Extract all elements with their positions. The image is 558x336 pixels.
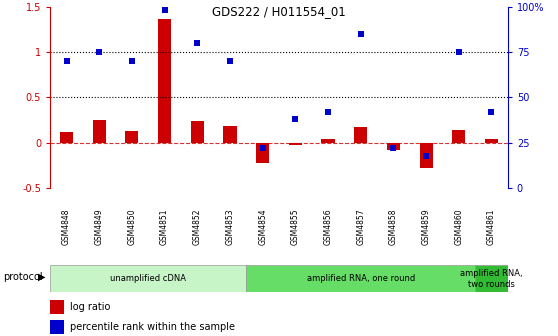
Bar [246,265,475,292]
Point [193,40,202,46]
Text: GSM4859: GSM4859 [422,208,431,245]
Point [225,58,234,64]
Bar [191,121,204,143]
Bar [93,120,106,143]
Bar [50,320,64,334]
Text: GSM4858: GSM4858 [389,209,398,245]
Text: GSM4848: GSM4848 [62,209,71,245]
Point [454,49,463,55]
Point [160,8,169,13]
Bar [452,130,465,143]
Text: log ratio: log ratio [70,302,110,312]
Text: protocol: protocol [3,272,42,282]
Text: GDS222 / H011554_01: GDS222 / H011554_01 [212,5,346,18]
Text: GSM4860: GSM4860 [454,208,463,245]
Bar [158,18,171,143]
Text: amplified RNA, one round: amplified RNA, one round [306,275,415,283]
Bar [485,139,498,143]
Bar [256,143,269,163]
Bar [321,139,335,143]
Bar [289,143,302,144]
Text: GSM4854: GSM4854 [258,208,267,245]
Text: GSM4855: GSM4855 [291,208,300,245]
Bar [420,143,432,168]
Text: ▶: ▶ [38,272,45,282]
Bar [354,127,367,143]
Point [258,145,267,151]
Point [422,153,431,158]
Point [62,58,71,64]
Text: percentile rank within the sample: percentile rank within the sample [70,322,235,332]
Text: GSM4852: GSM4852 [193,209,202,245]
Point [389,145,398,151]
Point [95,49,104,55]
Bar [223,126,237,143]
Point [356,31,365,37]
Bar [387,143,400,150]
Bar [50,300,64,314]
Point [291,117,300,122]
Text: GSM4849: GSM4849 [95,208,104,245]
Text: GSM4857: GSM4857 [356,208,365,245]
Bar [60,132,73,143]
Point [127,58,136,64]
Text: unamplified cDNA: unamplified cDNA [110,275,186,283]
Text: GSM4856: GSM4856 [324,208,333,245]
Bar [475,265,508,292]
Text: amplified RNA,
two rounds: amplified RNA, two rounds [460,269,523,289]
Point [487,109,496,115]
Text: GSM4850: GSM4850 [127,208,136,245]
Text: GSM4853: GSM4853 [225,208,234,245]
Point [324,109,333,115]
Text: GSM4861: GSM4861 [487,209,496,245]
Bar [126,131,138,143]
Text: GSM4851: GSM4851 [160,209,169,245]
Bar [50,265,246,292]
